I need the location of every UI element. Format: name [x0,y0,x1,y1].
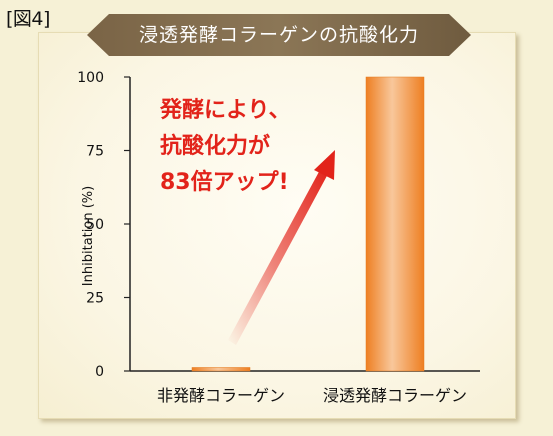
x-category-label: 浸透発酵コラーゲン [323,386,467,405]
chart-panel [38,32,516,419]
chart-title: 浸透発酵コラーゲンの抗酸化力 [138,24,419,46]
y-tick-label: 100 [77,70,104,86]
y-axis-label: Inhibitation (%) [81,186,96,286]
y-tick-label: 0 [95,364,104,380]
figure-label: [図4] [6,8,50,30]
bar-2 [365,76,425,372]
y-tick-label: 75 [86,144,104,160]
bar-1 [191,367,251,372]
growth-arrow [228,150,335,345]
annotation-line-1: 発酵により、 [160,98,291,123]
banner-shape [87,14,471,56]
y-tick-label: 50 [86,217,104,233]
annotation-line-3: 83倍アップ! [160,170,289,195]
growth-annotation: 発酵により、 抗酸化力が 83倍アップ! [160,93,291,201]
title-banner: 浸透発酵コラーゲンの抗酸化力 [87,14,471,56]
y-tick-label: 25 [86,291,104,307]
annotation-line-2: 抗酸化力が [160,134,271,159]
x-category-label: 非発酵コラーゲン [157,386,285,405]
